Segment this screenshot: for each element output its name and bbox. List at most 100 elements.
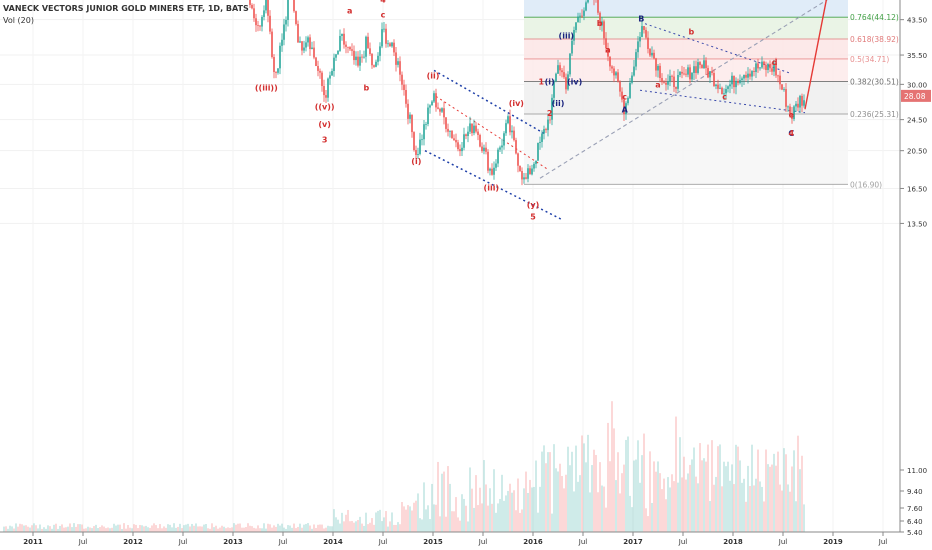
- volume-bar: [301, 527, 303, 532]
- volume-bar: [229, 527, 231, 532]
- volume-bar: [199, 526, 201, 532]
- candle-body: [779, 75, 781, 85]
- candle-body: [321, 72, 323, 86]
- candle-body: [673, 76, 675, 87]
- candle-body: [781, 84, 783, 90]
- volume-bar: [515, 510, 517, 532]
- volume-bar: [683, 456, 685, 532]
- volume-bar: [321, 524, 323, 532]
- candle-body: [783, 89, 785, 90]
- candle-body: [685, 73, 687, 75]
- volume-bar: [119, 524, 121, 532]
- volume-bar: [255, 528, 257, 532]
- volume-legend: Vol (20): [3, 16, 34, 25]
- candle-body: [379, 46, 381, 56]
- volume-bar: [55, 523, 57, 532]
- volume-bar: [325, 527, 327, 532]
- candle-body: [417, 154, 419, 155]
- candle-body: [745, 74, 747, 78]
- volume-bar: [405, 509, 407, 532]
- volume-bar: [205, 524, 207, 532]
- fibonacci-zones: 1.618(74.54)1(52.52)0.764(44.12)0.618(38…: [524, 0, 899, 189]
- volume-bar: [385, 511, 387, 532]
- candle-body: [709, 71, 711, 78]
- volume-bar: [151, 525, 153, 532]
- wave-label: 3: [322, 135, 328, 144]
- volume-bar: [351, 520, 353, 532]
- candle-body: [641, 26, 643, 37]
- volume-bar: [393, 524, 395, 532]
- candle-body: [649, 48, 651, 56]
- candle-body: [717, 84, 719, 89]
- wave-label: 2: [547, 109, 553, 118]
- candle-body: [349, 47, 351, 50]
- candle-body: [387, 43, 389, 45]
- volume-bar: [61, 524, 63, 532]
- candle-body: [515, 140, 517, 154]
- candle-body: [733, 75, 735, 88]
- volume-bar: [689, 464, 691, 532]
- volume-bar: [387, 526, 389, 532]
- volume-bar: [553, 444, 555, 532]
- candle-body: [791, 113, 793, 120]
- candle-body: [633, 66, 635, 76]
- volume-bar: [259, 528, 261, 532]
- time-tick-label: Jul: [178, 538, 188, 546]
- volume-bar: [233, 523, 235, 532]
- volume-bar: [493, 469, 495, 532]
- volume-bar: [141, 525, 143, 532]
- last-price-marker: [901, 89, 931, 102]
- candle-body: [753, 71, 755, 72]
- volume-bar: [791, 466, 793, 532]
- candle-body: [523, 177, 525, 180]
- volume-bar: [127, 525, 129, 532]
- volume-bar: [545, 463, 547, 532]
- volume-bar: [497, 503, 499, 532]
- volume-bar: [185, 524, 187, 532]
- candle-body: [339, 35, 341, 51]
- price-tick-label: 30.00: [907, 81, 927, 89]
- candle-body: [643, 26, 645, 30]
- volume-bar: [323, 528, 325, 532]
- time-tick-label: 2015: [423, 538, 443, 546]
- volume-bar: [607, 422, 609, 532]
- volume-bar: [215, 525, 217, 532]
- volume-bar: [781, 490, 783, 532]
- volume-bar: [557, 471, 559, 532]
- volume-bar: [335, 517, 337, 532]
- volume-bar: [525, 471, 527, 532]
- volume-bar: [479, 487, 481, 532]
- candle-body: [561, 70, 563, 73]
- volume-bar: [69, 523, 71, 532]
- candle-body: [533, 163, 535, 169]
- volume-bar: [507, 490, 509, 532]
- volume-bar: [345, 514, 347, 532]
- volume-bar: [663, 478, 665, 532]
- volume-bar: [527, 492, 529, 532]
- volume-bar: [541, 451, 543, 532]
- price-tick-label: 43.50: [907, 17, 927, 25]
- wave-label: a: [347, 7, 352, 16]
- candle-body: [691, 72, 693, 80]
- candle-body: [421, 139, 423, 141]
- candle-body: [457, 142, 459, 150]
- time-axis[interactable]: 2011 Jul 2012 Jul 2013 Jul 2014 Jul 2015 Jul 2016 J…: [0, 531, 900, 546]
- volume-bar: [783, 448, 785, 532]
- volume-bar: [481, 503, 483, 532]
- candle-body: [655, 58, 657, 71]
- volume-bar: [223, 526, 225, 532]
- volume-bar: [701, 460, 703, 532]
- time-tick-label: 2017: [623, 538, 643, 546]
- volume-bar: [383, 517, 385, 532]
- volume-bar: [763, 501, 765, 532]
- price-axis[interactable]: 540.00460.00390.00340.00300.00270.00240.…: [899, 0, 932, 537]
- volume-bar: [209, 528, 211, 532]
- candle-body: [383, 28, 385, 30]
- candle-body: [479, 134, 481, 147]
- candle-body: [393, 42, 395, 53]
- candle-body: [737, 80, 739, 84]
- wave-label: e: [789, 111, 795, 120]
- volume-bar: [291, 527, 293, 532]
- volume-bar: [803, 504, 805, 532]
